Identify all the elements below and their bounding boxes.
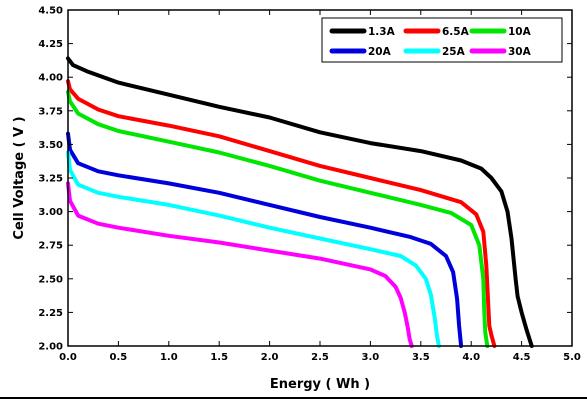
- x-tick-label: 2.0: [261, 352, 279, 363]
- legend-label: 30A: [508, 46, 532, 58]
- x-tick-label: 1.0: [160, 352, 178, 363]
- legend: 1.3A 6.5A 10A 20A 25A 30A: [321, 17, 563, 63]
- y-tick-label: 3.75: [38, 106, 63, 117]
- series-line-1-3a: [66, 56, 534, 348]
- legend-label: 20A: [368, 46, 392, 58]
- x-tick-label: 4.5: [513, 352, 531, 363]
- legend-label: 6.5A: [442, 26, 470, 38]
- x-tick-label: 0.0: [59, 352, 77, 363]
- y-tick-label: 3.25: [38, 174, 63, 185]
- x-tick-label: 5.0: [563, 352, 581, 363]
- x-tick-label: 1.5: [210, 352, 228, 363]
- y-tick-label: 4.25: [38, 39, 63, 50]
- bottom-divider: [0, 397, 587, 399]
- legend-label: 25A: [442, 46, 466, 58]
- series-line-25a: [66, 150, 441, 348]
- y-tick-label: 4.00: [38, 73, 63, 84]
- series-line-30a: [66, 181, 414, 348]
- x-tick-label: 0.5: [110, 352, 128, 363]
- y-tick-label: 2.00: [38, 342, 63, 353]
- y-tick-label: 3.50: [38, 140, 63, 151]
- y-tick-label: 2.25: [38, 308, 63, 319]
- y-tick-label: 2.75: [38, 241, 63, 252]
- y-tick-label: 2.50: [38, 274, 63, 285]
- y-tick-label: 3.00: [38, 207, 63, 218]
- x-tick-label: 3.5: [412, 352, 430, 363]
- y-tick-label: 4.50: [38, 6, 63, 17]
- legend-label: 10A: [508, 26, 532, 38]
- x-tick-label: 2.5: [311, 352, 329, 363]
- series-curves: [66, 56, 534, 348]
- series-line-20a: [66, 131, 464, 348]
- legend-label: 1.3A: [368, 26, 396, 38]
- x-tick-label: 4.0: [462, 352, 480, 363]
- legend-box: [321, 17, 563, 63]
- x-tick-label: 3.0: [362, 352, 380, 363]
- series-line-10a: [66, 90, 490, 348]
- axis-ticks: 0.0 0.5 1.0 1.5 2.0 2.5 3.0 3.5 4.0 4.5 5.0 2.00 2.2…: [38, 6, 581, 364]
- series-line-6-5a: [66, 79, 497, 348]
- x-axis-label: Energy ( Wh ): [270, 377, 370, 392]
- y-axis-label: Cell Voltage ( V ): [12, 116, 27, 239]
